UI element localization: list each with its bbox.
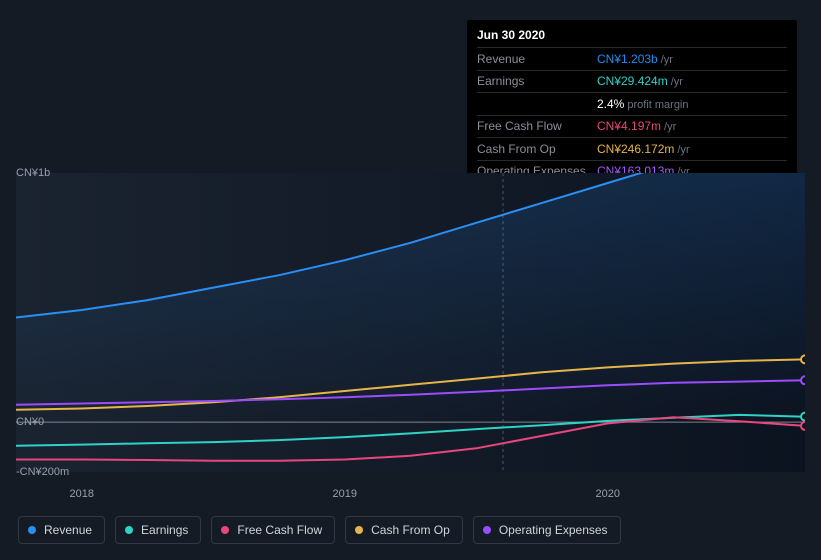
tooltip-value: CN¥246.172m [597,142,674,156]
tooltip-row: RevenueCN¥1.203b/yr [477,47,787,70]
tooltip-row: Free Cash FlowCN¥4.197m/yr [477,115,787,138]
tooltip-suffix: /yr [664,121,676,133]
x-tick-label: 2018 [69,488,93,500]
series-end-marker [801,413,805,421]
legend-label: Free Cash Flow [237,523,322,537]
y-tick-label: CN¥0 [16,416,44,428]
series-end-marker [801,355,805,363]
series-end-marker [801,422,805,430]
tooltip-title: Jun 30 2020 [477,26,787,44]
tooltip-label: Revenue [477,50,597,69]
tooltip-value: 2.4% [597,97,624,111]
tooltip-value: CN¥29.424m [597,74,668,88]
legend-item[interactable]: Cash From Op [345,516,463,544]
tooltip-label [477,95,597,114]
legend-dot-icon [355,526,363,534]
tooltip-suffix: profit margin [627,99,688,111]
x-tick-label: 2020 [596,488,620,500]
legend-label: Cash From Op [371,523,450,537]
legend-item[interactable]: Operating Expenses [473,516,621,544]
legend-item[interactable]: Earnings [115,516,201,544]
tooltip-suffix: /yr [661,54,673,66]
y-tick-label: CN¥1b [16,167,50,179]
y-tick-label: -CN¥200m [16,466,69,478]
legend-label: Earnings [141,523,188,537]
legend-item[interactable]: Free Cash Flow [211,516,335,544]
chart-container: 2018 2019 2020 CN¥1b CN¥0 -CN¥200m [16,155,805,502]
tooltip-label: Free Cash Flow [477,117,597,136]
tooltip-value: CN¥4.197m [597,119,661,133]
tooltip-row: 2.4%profit margin [477,92,787,115]
legend-label: Revenue [44,523,92,537]
chart-plot-area [16,173,805,472]
tooltip-suffix: /yr [677,144,689,156]
series-end-marker [801,376,805,384]
legend-dot-icon [28,526,36,534]
legend-dot-icon [125,526,133,534]
legend-label: Operating Expenses [499,523,608,537]
tooltip-label: Earnings [477,72,597,91]
tooltip-value: CN¥1.203b [597,52,658,66]
chart-svg [16,173,805,472]
tooltip-row: EarningsCN¥29.424m/yr [477,70,787,93]
legend-item[interactable]: Revenue [18,516,105,544]
legend-dot-icon [483,526,491,534]
legend-dot-icon [221,526,229,534]
x-tick-label: 2019 [333,488,357,500]
tooltip-suffix: /yr [671,76,683,88]
x-axis-ticks: 2018 2019 2020 [16,482,805,502]
chart-legend: Revenue Earnings Free Cash Flow Cash From O… [18,516,621,544]
